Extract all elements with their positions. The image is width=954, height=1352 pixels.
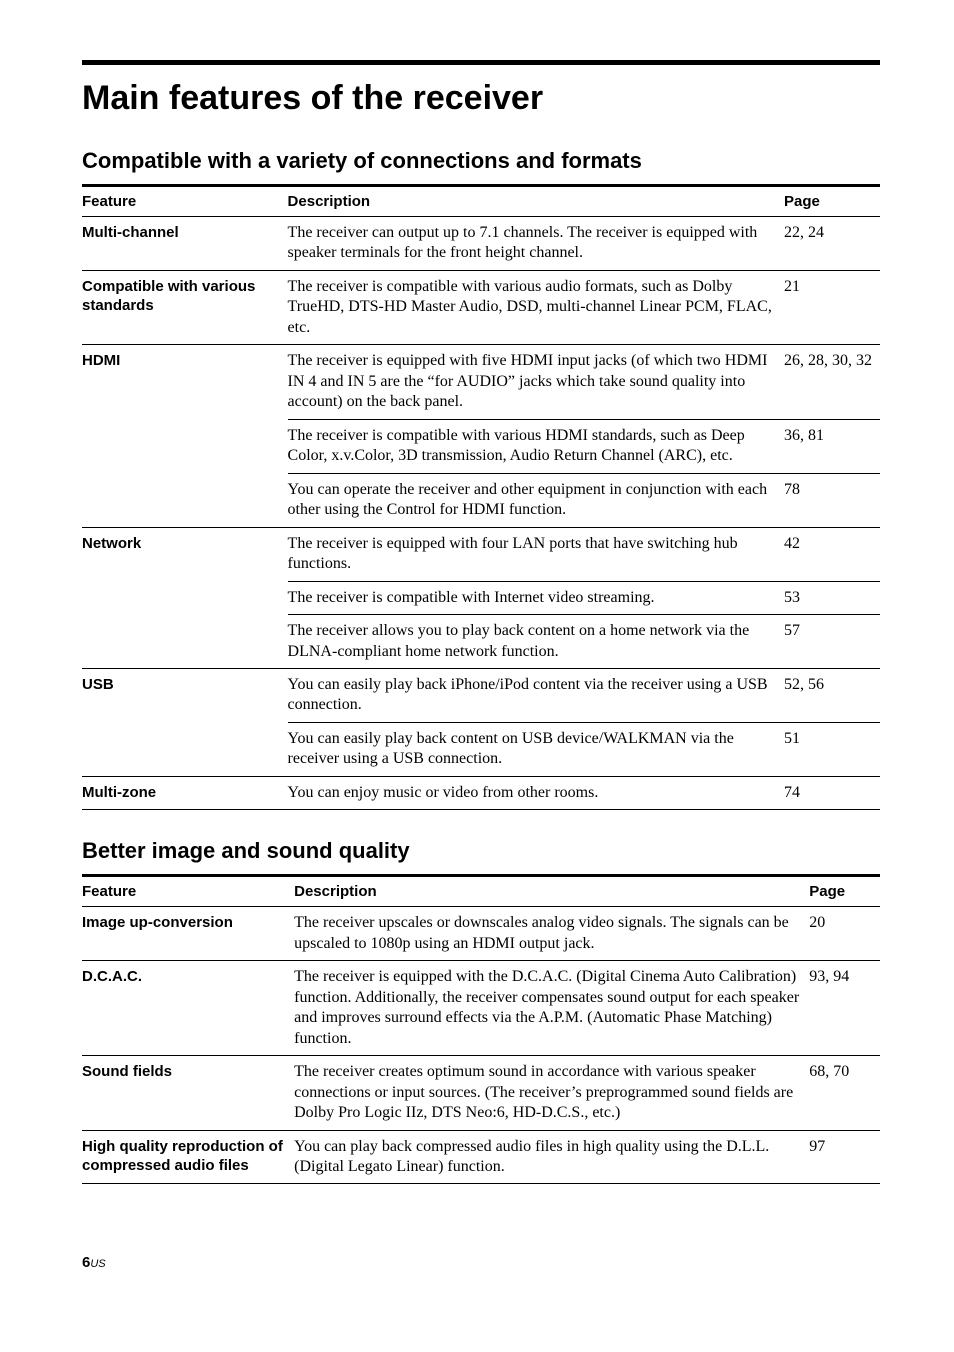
cell-feature: USB bbox=[82, 668, 288, 722]
table-row: The receiver is compatible with Internet… bbox=[82, 581, 880, 614]
cell-feature: Network bbox=[82, 527, 288, 581]
cell-page: 21 bbox=[784, 270, 880, 344]
table-row: USBYou can easily play back iPhone/iPod … bbox=[82, 668, 880, 722]
cell-page: 57 bbox=[784, 615, 880, 669]
cell-feature bbox=[82, 473, 288, 527]
cell-description: The receiver is equipped with the D.C.A.… bbox=[294, 961, 809, 1056]
cell-page: 74 bbox=[784, 776, 880, 809]
cell-feature: Multi-channel bbox=[82, 217, 288, 271]
cell-feature bbox=[82, 419, 288, 473]
col-page: Page bbox=[809, 876, 880, 907]
cell-feature bbox=[82, 581, 288, 614]
cell-feature bbox=[82, 722, 288, 776]
cell-page: 97 bbox=[809, 1130, 880, 1184]
cell-description: The receiver is compatible with various … bbox=[288, 270, 784, 344]
cell-feature: Compatible with various standards bbox=[82, 270, 288, 344]
cell-description: The receiver is compatible with Internet… bbox=[288, 581, 784, 614]
cell-feature: HDMI bbox=[82, 345, 288, 419]
cell-description: The receiver is equipped with four LAN p… bbox=[288, 527, 784, 581]
cell-page: 68, 70 bbox=[809, 1056, 880, 1130]
cell-description: You can operate the receiver and other e… bbox=[288, 473, 784, 527]
table-row: High quality reproduction of compressed … bbox=[82, 1130, 880, 1184]
top-rule bbox=[82, 60, 880, 65]
cell-page: 20 bbox=[809, 907, 880, 961]
cell-page: 93, 94 bbox=[809, 961, 880, 1056]
cell-feature: Sound fields bbox=[82, 1056, 294, 1130]
table-row: You can easily play back content on USB … bbox=[82, 722, 880, 776]
cell-page: 53 bbox=[784, 581, 880, 614]
table-row: The receiver is compatible with various … bbox=[82, 419, 880, 473]
table-quality: Feature Description Page Image up-conver… bbox=[82, 874, 880, 1184]
section1-heading: Compatible with a variety of connections… bbox=[82, 148, 880, 174]
table-row: Sound fieldsThe receiver creates optimum… bbox=[82, 1056, 880, 1130]
cell-feature: Multi-zone bbox=[82, 776, 288, 809]
table-row: The receiver allows you to play back con… bbox=[82, 615, 880, 669]
col-feature: Feature bbox=[82, 876, 294, 907]
col-description: Description bbox=[294, 876, 809, 907]
cell-description: You can easily play back content on USB … bbox=[288, 722, 784, 776]
table-row: Multi-channelThe receiver can output up … bbox=[82, 217, 880, 271]
cell-description: The receiver creates optimum sound in ac… bbox=[294, 1056, 809, 1130]
cell-description: You can enjoy music or video from other … bbox=[288, 776, 784, 809]
cell-description: The receiver allows you to play back con… bbox=[288, 615, 784, 669]
table-row: Image up-conversionThe receiver upscales… bbox=[82, 907, 880, 961]
col-description: Description bbox=[288, 186, 784, 217]
cell-feature: High quality reproduction of compressed … bbox=[82, 1130, 294, 1184]
cell-description: The receiver is compatible with various … bbox=[288, 419, 784, 473]
cell-page: 42 bbox=[784, 527, 880, 581]
page-title: Main features of the receiver bbox=[82, 79, 880, 118]
cell-page: 36, 81 bbox=[784, 419, 880, 473]
cell-page: 51 bbox=[784, 722, 880, 776]
table-row: Compatible with various standardsThe rec… bbox=[82, 270, 880, 344]
table-header-row: Feature Description Page bbox=[82, 876, 880, 907]
cell-feature bbox=[82, 615, 288, 669]
cell-description: You can play back compressed audio files… bbox=[294, 1130, 809, 1184]
cell-description: The receiver upscales or downscales anal… bbox=[294, 907, 809, 961]
cell-description: You can easily play back iPhone/iPod con… bbox=[288, 668, 784, 722]
cell-page: 22, 24 bbox=[784, 217, 880, 271]
table-row: Multi-zoneYou can enjoy music or video f… bbox=[82, 776, 880, 809]
page-suffix: US bbox=[90, 1258, 105, 1270]
table-row: D.C.A.C.The receiver is equipped with th… bbox=[82, 961, 880, 1056]
page-footer: 6US bbox=[82, 1254, 880, 1271]
cell-description: The receiver can output up to 7.1 channe… bbox=[288, 217, 784, 271]
table-row: HDMIThe receiver is equipped with five H… bbox=[82, 345, 880, 419]
table-compatibility: Feature Description Page Multi-channelTh… bbox=[82, 184, 880, 810]
cell-page: 52, 56 bbox=[784, 668, 880, 722]
cell-feature: Image up-conversion bbox=[82, 907, 294, 961]
cell-page: 26, 28, 30, 32 bbox=[784, 345, 880, 419]
table-row: NetworkThe receiver is equipped with fou… bbox=[82, 527, 880, 581]
section2-heading: Better image and sound quality bbox=[82, 838, 880, 864]
table-row: You can operate the receiver and other e… bbox=[82, 473, 880, 527]
table-header-row: Feature Description Page bbox=[82, 186, 880, 217]
col-page: Page bbox=[784, 186, 880, 217]
cell-description: The receiver is equipped with five HDMI … bbox=[288, 345, 784, 419]
col-feature: Feature bbox=[82, 186, 288, 217]
cell-page: 78 bbox=[784, 473, 880, 527]
cell-feature: D.C.A.C. bbox=[82, 961, 294, 1056]
